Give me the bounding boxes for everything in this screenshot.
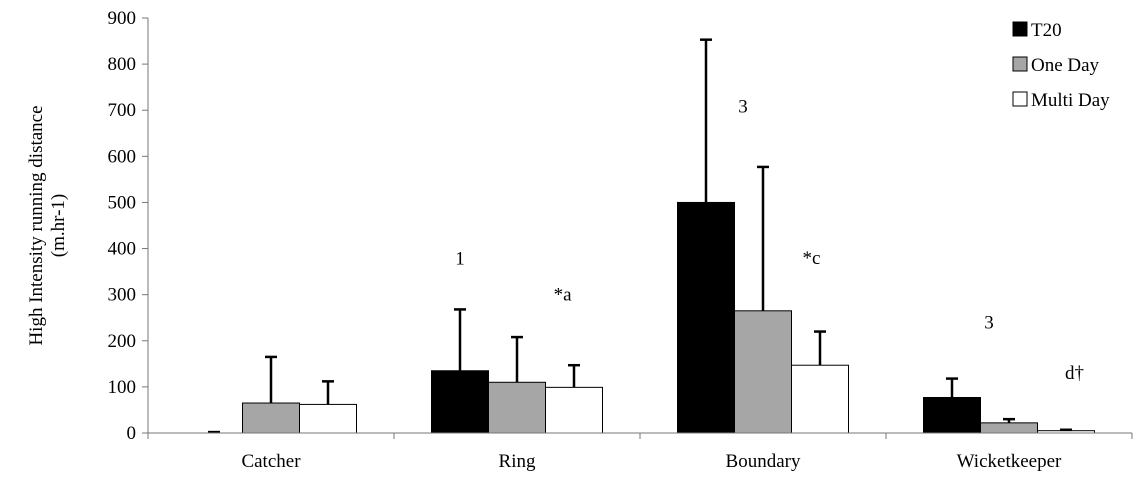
bar-one-day bbox=[980, 422, 1038, 434]
annotation-label: 1 bbox=[455, 249, 465, 270]
y-axis-label-line: (m.hr-1) bbox=[48, 194, 69, 257]
y-tick-label: 400 bbox=[108, 239, 137, 260]
annotation-label: d† bbox=[1065, 363, 1084, 384]
y-axis-label-line: High Intensity running distance bbox=[26, 105, 47, 345]
bar-multi-day bbox=[545, 386, 603, 434]
annotation-label: *a bbox=[554, 285, 573, 306]
legend-swatch bbox=[1012, 91, 1028, 107]
legend-label: One Day bbox=[1031, 55, 1100, 76]
bar-multi-day bbox=[299, 403, 357, 434]
bar-one-day bbox=[242, 402, 300, 434]
y-tick-label: 600 bbox=[108, 146, 137, 167]
y-tick-label: 300 bbox=[108, 285, 137, 306]
x-tick-label: Boundary bbox=[726, 451, 801, 472]
annotations: 1 *a 3 *c 3 d† bbox=[455, 97, 1084, 385]
y-tick-label: 900 bbox=[108, 8, 137, 29]
bar-multi-day bbox=[791, 364, 849, 434]
bar-one-day bbox=[734, 310, 792, 434]
bar-t20 bbox=[677, 201, 735, 434]
y-axis-label: High Intensity running distance (m.hr-1) bbox=[26, 105, 69, 345]
bars bbox=[208, 38, 1095, 434]
legend-swatch bbox=[1012, 56, 1028, 72]
annotation-label: 3 bbox=[738, 97, 748, 118]
bar-t20 bbox=[923, 396, 981, 434]
x-axis: Catcher Ring Boundary Wicketkeeper bbox=[147, 432, 1133, 472]
y-axis: 0 100 200 300 400 500 600 700 800 900 bbox=[108, 8, 149, 444]
y-tick-label: 700 bbox=[108, 100, 137, 121]
x-tick-label: Catcher bbox=[241, 451, 301, 472]
bar-one-day bbox=[488, 381, 546, 434]
legend-label: Multi Day bbox=[1031, 90, 1110, 111]
legend-label: T20 bbox=[1031, 20, 1062, 41]
annotation-label: *c bbox=[802, 248, 820, 269]
legend-swatch bbox=[1012, 21, 1028, 37]
y-tick-label: 100 bbox=[108, 377, 137, 398]
bar-t20 bbox=[431, 370, 489, 434]
y-tick-label: 200 bbox=[108, 331, 137, 352]
x-tick-label: Wicketkeeper bbox=[957, 451, 1062, 472]
annotation-label: 3 bbox=[984, 312, 994, 333]
y-tick-label: 0 bbox=[127, 423, 137, 444]
y-tick-label: 800 bbox=[108, 54, 137, 75]
legend: T20 One Day Multi Day bbox=[1012, 20, 1110, 111]
y-tick-label: 500 bbox=[108, 192, 137, 213]
x-tick-label: Ring bbox=[499, 451, 536, 472]
